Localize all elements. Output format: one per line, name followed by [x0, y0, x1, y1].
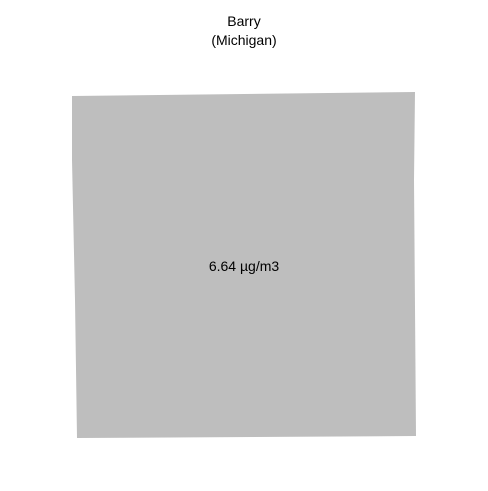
county-boundary-shape: [72, 92, 416, 438]
county-value-label: 6.64 µg/m3: [208, 258, 280, 274]
map-title: Barry (Michigan): [0, 12, 488, 50]
county-name: Barry: [227, 13, 261, 29]
state-name: (Michigan): [211, 32, 277, 48]
